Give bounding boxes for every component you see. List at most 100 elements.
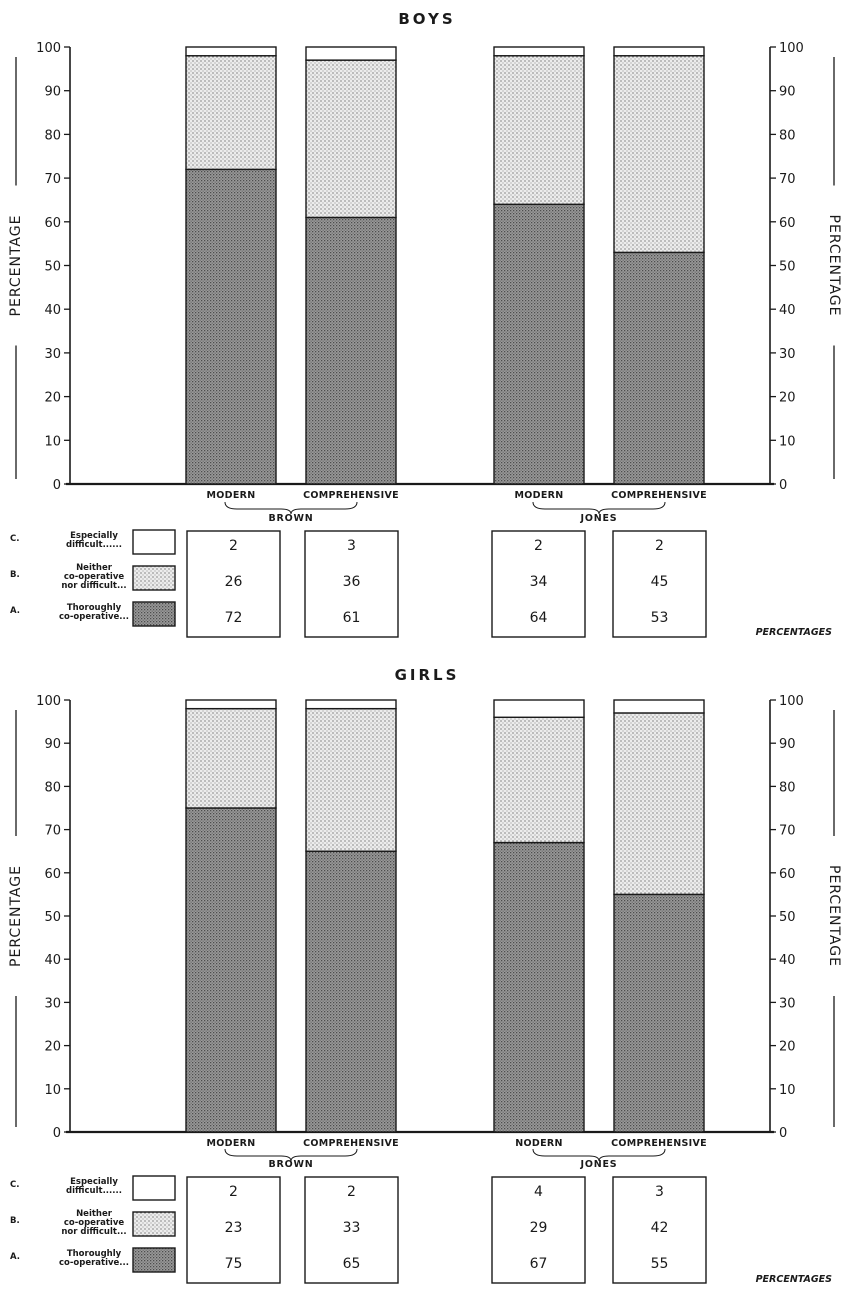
girls-table-value-3-B: 29 xyxy=(530,1220,548,1236)
girls-legend-swatch-C xyxy=(132,1175,176,1201)
girls-ytick-label-left-100: 100 xyxy=(36,694,61,709)
boys-table-value-1-A: 72 xyxy=(225,610,243,626)
girls-ytick-label-right-60: 60 xyxy=(779,867,796,882)
girls-ytick-label-right-100: 100 xyxy=(779,694,804,709)
girls-ytick-label-right-20: 20 xyxy=(779,1040,796,1055)
girls-ytick-label-right-50: 50 xyxy=(779,910,796,925)
girls-bar-2-segment-B xyxy=(305,707,397,852)
girls-ytick-label-left-60: 60 xyxy=(44,867,61,882)
boys-legend-letter-A: A. xyxy=(10,606,20,616)
boys-bar-3-segment-C xyxy=(493,46,585,57)
girls-bar-4-segment-B xyxy=(613,712,705,896)
boys-legend-text-C-line-2: difficult...... xyxy=(66,540,122,550)
girls-ytick-label-left-90: 90 xyxy=(44,737,61,752)
girls-legend-text-B-line-1: Neither xyxy=(76,1209,113,1219)
boys-ytick-label-right-50: 50 xyxy=(779,260,796,275)
boys-ytick-label-right-0: 0 xyxy=(779,478,787,493)
girls-ytick-label-left-50: 50 xyxy=(44,910,61,925)
girls-group-brace-1 xyxy=(224,1148,358,1162)
girls-table-value-2-B: 33 xyxy=(343,1220,361,1236)
girls-legend-swatch-B xyxy=(132,1211,176,1237)
girls-ytick-label-right-90: 90 xyxy=(779,737,796,752)
boys-table-box-2 xyxy=(304,530,399,638)
girls-category-label-2: COMPREHENSIVE xyxy=(303,1138,399,1149)
boys-legend-text-A-line-1: Thoroughly xyxy=(67,603,122,613)
boys-ytick-label-left-0: 0 xyxy=(53,478,61,493)
boys-bar-2-segment-A xyxy=(305,216,397,485)
boys-table-value-2-A: 61 xyxy=(343,610,361,626)
girls-table-value-3-C: 4 xyxy=(534,1184,543,1200)
boys-group-label-1: BROWN xyxy=(268,513,313,524)
girls-category-label-1: MODERN xyxy=(207,1138,256,1149)
boys-group-brace-1 xyxy=(224,501,358,515)
girls-table-value-1-B: 23 xyxy=(225,1220,243,1236)
boys-ytick-label-left-30: 30 xyxy=(44,347,61,362)
girls-legend-swatch-A xyxy=(132,1247,176,1273)
girls-table-value-1-C: 2 xyxy=(229,1184,238,1200)
boys-table-value-4-C: 2 xyxy=(655,538,664,554)
girls-table-value-4-B: 42 xyxy=(651,1220,669,1236)
boys-ytick-label-right-80: 80 xyxy=(779,128,796,143)
girls-legend-letter-B: B. xyxy=(10,1216,20,1226)
girls-table-box-2 xyxy=(304,1176,399,1284)
boys-ylabel-right: PERCENTAGE xyxy=(826,215,842,317)
boys-ytick-label-right-100: 100 xyxy=(779,41,804,56)
girls-ytick-label-left-0: 0 xyxy=(53,1126,61,1141)
boys-bar-1-segment-B xyxy=(185,55,277,171)
boys-table-value-4-A: 53 xyxy=(651,610,669,626)
girls-ytick-label-left-80: 80 xyxy=(44,780,61,795)
boys-ytick-label-right-90: 90 xyxy=(779,85,796,100)
girls-ytick-label-right-40: 40 xyxy=(779,953,796,968)
boys-legend-letter-C: C. xyxy=(10,534,19,544)
boys-table-box-3 xyxy=(491,530,586,638)
boys-legend-text-B-line-3: nor difficult... xyxy=(61,581,126,591)
boys-bar-4-segment-B xyxy=(613,55,705,254)
girls-ytick-label-right-10: 10 xyxy=(779,1083,796,1098)
girls-ylabel-right: PERCENTAGE xyxy=(826,865,842,967)
girls-ytick-label-right-70: 70 xyxy=(779,824,796,839)
girls-bar-3-segment-C xyxy=(493,699,585,718)
boys-ytick-label-left-100: 100 xyxy=(36,41,61,56)
boys-group-label-2: JONES xyxy=(580,513,618,524)
girls-table-box-1 xyxy=(186,1176,281,1284)
girls-bar-4-segment-A xyxy=(613,893,705,1133)
girls-bar-3-segment-B xyxy=(493,716,585,844)
girls-legend-letter-A: A. xyxy=(10,1252,20,1262)
boys-legend-swatch-C xyxy=(132,529,176,555)
girls-bar-1-segment-C xyxy=(185,699,277,710)
girls-ytick-label-left-40: 40 xyxy=(44,953,61,968)
boys-legend-swatch-A xyxy=(132,601,176,627)
girls-ytick-label-left-70: 70 xyxy=(44,824,61,839)
girls-legend-text-C-line-1: Especially xyxy=(70,1177,118,1187)
boys-table-value-3-C: 2 xyxy=(534,538,543,554)
girls-table-value-2-C: 2 xyxy=(347,1184,356,1200)
girls-bar-1-segment-B xyxy=(185,707,277,809)
girls-ylabel-left: PERCENTAGE xyxy=(8,865,24,967)
girls-ytick-label-left-30: 30 xyxy=(44,996,61,1011)
girls-ytick-label-right-80: 80 xyxy=(779,780,796,795)
boys-category-label-2: COMPREHENSIVE xyxy=(303,490,399,501)
girls-table-units-label: PERCENTAGES xyxy=(756,1274,833,1285)
girls-table-value-4-A: 55 xyxy=(651,1256,669,1272)
boys-ytick-label-left-80: 80 xyxy=(44,128,61,143)
boys-bar-1-segment-A xyxy=(185,168,277,485)
girls-chart-title: GIRLS xyxy=(395,666,460,684)
girls-ytick-label-right-30: 30 xyxy=(779,996,796,1011)
girls-bar-3-segment-A xyxy=(493,841,585,1133)
boys-ytick-label-right-40: 40 xyxy=(779,303,796,318)
boys-ytick-label-right-10: 10 xyxy=(779,434,796,449)
boys-table-value-2-C: 3 xyxy=(347,538,356,554)
boys-bar-4-segment-C xyxy=(613,46,705,57)
boys-table-value-1-B: 26 xyxy=(225,574,243,590)
boys-category-label-4: COMPREHENSIVE xyxy=(611,490,707,501)
girls-group-label-1: BROWN xyxy=(268,1159,313,1170)
boys-ylabel-left: PERCENTAGE xyxy=(8,215,24,317)
girls-legend-text-B-line-2: co-operative xyxy=(64,1218,125,1228)
girls-table-box-4 xyxy=(612,1176,707,1284)
boys-legend-text-A-line-2: co-operative... xyxy=(59,612,129,622)
boys-ytick-label-left-60: 60 xyxy=(44,216,61,231)
boys-table-value-3-B: 34 xyxy=(530,574,548,590)
girls-legend-text-C-line-2: difficult...... xyxy=(66,1186,122,1196)
boys-ytick-label-left-20: 20 xyxy=(44,391,61,406)
